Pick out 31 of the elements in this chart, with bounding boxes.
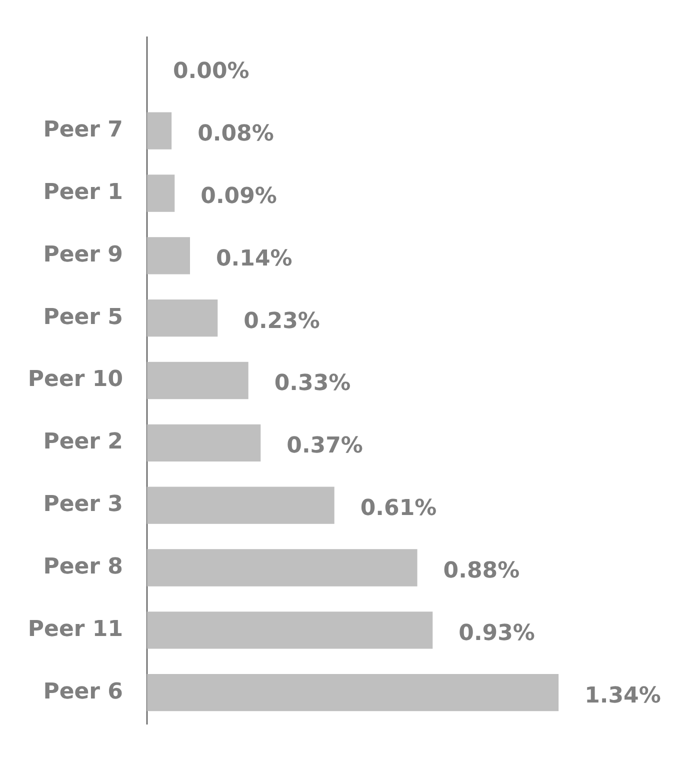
bar: [147, 486, 334, 524]
y-tick-label: Peer 3: [43, 492, 123, 518]
bar: [147, 362, 248, 400]
bar: [147, 612, 433, 649]
y-tick-label: Peer 7: [43, 118, 123, 143]
data-label: 0.37%: [286, 434, 363, 459]
bar: [147, 300, 218, 337]
data-label: 0.23%: [244, 308, 320, 334]
data-label: 0.88%: [443, 558, 520, 584]
y-tick-label: Peer 6: [43, 679, 123, 704]
bar: [147, 424, 261, 462]
data-label: 0.09%: [200, 184, 277, 209]
data-label: 0.14%: [216, 246, 292, 272]
y-tick-label: Peer 9: [43, 242, 123, 268]
y-tick-label: Peer 5: [43, 304, 123, 330]
data-label: 0.93%: [458, 620, 535, 646]
data-label: 0.33%: [274, 371, 351, 396]
bar: [147, 112, 172, 150]
y-tick-label: Peer 8: [43, 554, 123, 580]
data-label: 1.34%: [584, 683, 661, 708]
y-tick-label: Peer 1: [43, 180, 123, 205]
bar: [147, 237, 190, 274]
bar: [147, 174, 175, 212]
bar: [147, 674, 559, 712]
y-tick-label: Peer 11: [28, 616, 123, 642]
y-tick-label: Peer 10: [28, 367, 123, 392]
data-label: 0.61%: [360, 496, 437, 522]
y-tick-label: Peer 2: [43, 430, 123, 455]
data-label: 0.08%: [198, 122, 274, 147]
bar: [147, 549, 418, 586]
data-label: 0.00%: [173, 59, 250, 84]
